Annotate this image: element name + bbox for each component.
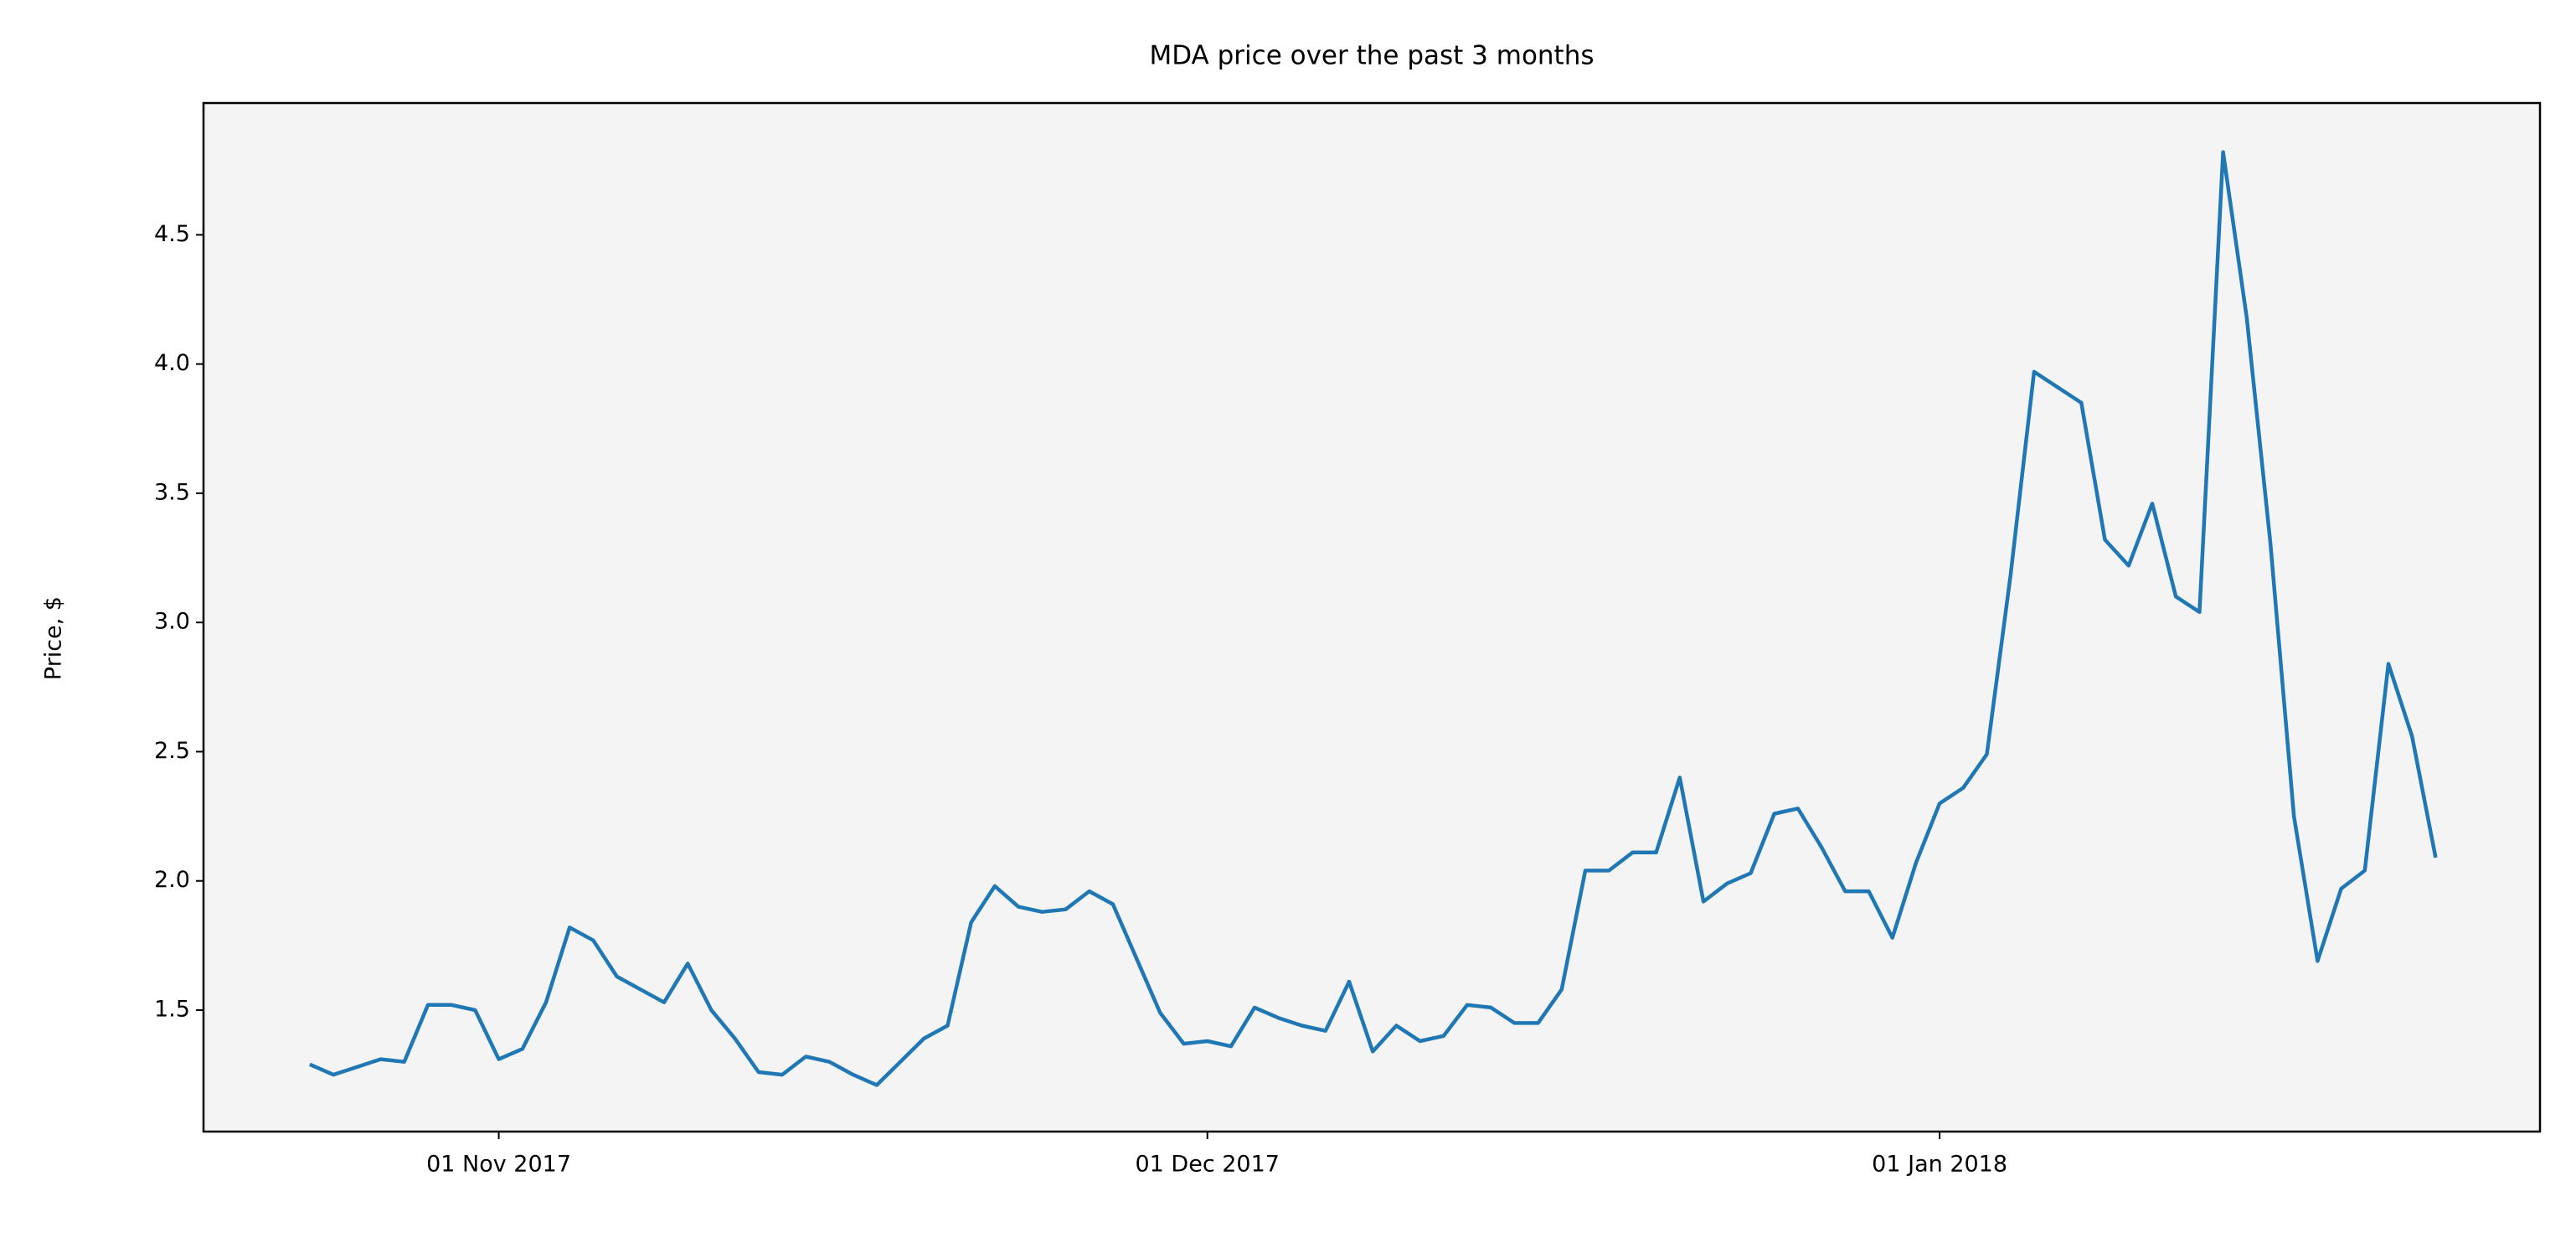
y-tick-label: 2.5 <box>154 738 190 764</box>
y-tick-label: 3.5 <box>154 479 190 505</box>
plot-area <box>202 101 2542 1133</box>
x-tick-label: 01 Jan 2018 <box>1872 1152 2007 1178</box>
x-tick-label: 01 Nov 2017 <box>426 1152 571 1178</box>
x-tick-label: 01 Dec 2017 <box>1135 1152 1279 1178</box>
y-tick-label: 3.0 <box>154 609 190 635</box>
price-line <box>309 150 2438 1087</box>
y-tick-label: 2.0 <box>154 867 190 893</box>
chart-title: MDA price over the past 3 months <box>1149 41 1594 71</box>
y-axis-label: Price, $ <box>41 596 67 680</box>
y-tick-label: 1.5 <box>154 996 190 1022</box>
y-tick-label: 4.0 <box>154 350 190 376</box>
y-tick-label: 4.5 <box>154 221 190 247</box>
